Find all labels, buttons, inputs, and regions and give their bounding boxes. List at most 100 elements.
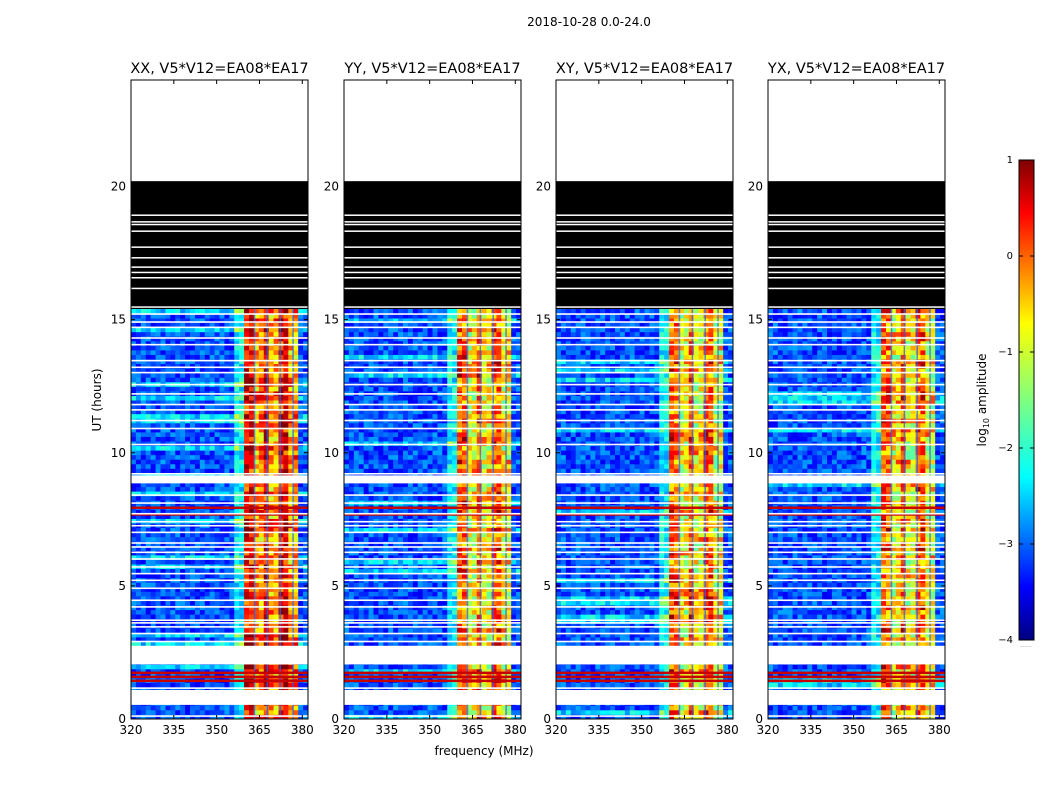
heatmap-cell — [234, 637, 240, 642]
heatmap-cell — [234, 331, 240, 337]
heatmap-cell — [145, 536, 152, 542]
heatmap-cell — [253, 714, 260, 720]
heatmap-cell — [219, 422, 225, 428]
flagged-row — [131, 640, 308, 643]
heatmap-cell — [214, 486, 220, 492]
heatmap-cell — [180, 582, 186, 588]
heatmap-cell — [249, 705, 255, 711]
heatmap-cell — [422, 627, 428, 633]
heatmap-cell — [283, 573, 289, 579]
heatmap-cell — [180, 345, 186, 351]
heatmap-cell — [150, 536, 156, 542]
heatmap-cell — [298, 482, 304, 488]
heatmap-cell — [303, 532, 309, 538]
heatmap-cell — [239, 637, 245, 642]
heatmap-cell — [194, 705, 201, 711]
heatmap-cell — [145, 554, 152, 560]
heatmap-cell — [511, 609, 517, 615]
heatmap-cell — [303, 714, 309, 720]
heatmap-cell — [131, 431, 137, 437]
heatmap-cell — [368, 664, 374, 670]
heatmap-cell — [506, 709, 512, 715]
heatmap-cell — [244, 422, 250, 428]
heatmap-cell — [185, 536, 191, 542]
heatmap-cell — [403, 664, 409, 670]
heatmap-cell — [219, 513, 225, 519]
heatmap-cell — [244, 609, 250, 615]
heatmap-cell — [283, 331, 289, 337]
heatmap-cell — [131, 627, 137, 633]
heatmap-cell — [278, 709, 284, 715]
heatmap-cell — [170, 714, 176, 720]
heatmap-cell — [219, 559, 225, 565]
heatmap-cell — [303, 687, 309, 693]
heatmap-cell — [432, 609, 438, 615]
heatmap-cell — [452, 627, 458, 633]
heatmap-cell — [353, 609, 360, 615]
heatmap-cell — [249, 349, 255, 355]
heatmap-cell — [263, 559, 270, 565]
heatmap-cell — [249, 632, 255, 638]
heatmap-cell — [175, 554, 181, 560]
heatmap-cell — [268, 627, 274, 633]
heatmap-cell — [249, 609, 255, 615]
heatmap-cell — [194, 668, 201, 674]
heatmap-cell — [258, 422, 265, 428]
heatmap-cell — [471, 536, 478, 542]
heatmap-cell — [160, 668, 166, 674]
heatmap-cell — [214, 422, 220, 428]
heatmap-cell — [229, 554, 235, 560]
heatmap-cell — [175, 536, 181, 542]
heatmap-cell — [199, 582, 206, 588]
heatmap-cell — [131, 495, 137, 501]
heatmap-cell — [155, 463, 161, 469]
heatmap-cell — [160, 641, 166, 647]
heatmap-cell — [273, 459, 279, 465]
heatmap-cell — [185, 664, 191, 670]
heatmap-cell — [358, 709, 365, 715]
heatmap-cell — [432, 600, 438, 606]
heatmap-cell — [457, 559, 463, 565]
heatmap-cell — [258, 637, 265, 642]
heatmap-cell — [303, 427, 309, 433]
heatmap-cell — [135, 482, 142, 488]
heatmap-cell — [363, 600, 369, 606]
heatmap-cell — [268, 413, 274, 419]
heatmap-cell — [239, 404, 245, 410]
heatmap-cell — [298, 687, 304, 693]
heatmap-cell — [273, 331, 279, 337]
heatmap-cell — [278, 595, 284, 601]
no-data-block — [131, 181, 308, 309]
heatmap-cell — [175, 618, 181, 624]
heatmap-cell — [486, 682, 492, 688]
heatmap-cell — [199, 308, 206, 314]
heatmap-cell — [131, 400, 137, 406]
heatmap-cell — [496, 582, 502, 588]
heatmap-cell — [298, 463, 304, 469]
heatmap-cell — [253, 495, 260, 501]
heatmap-cell — [185, 386, 191, 392]
heatmap-cell — [175, 586, 181, 592]
heatmap-cell — [190, 404, 196, 410]
heatmap-cell — [427, 591, 433, 597]
heatmap-cell — [150, 623, 156, 629]
heatmap-cell — [383, 582, 389, 588]
heatmap-cell — [145, 637, 152, 642]
heatmap-cell — [427, 582, 433, 588]
heatmap-cell — [214, 586, 220, 592]
heatmap-cell — [253, 409, 260, 415]
heatmap-cell — [407, 664, 414, 670]
heatmap-cell — [229, 545, 235, 551]
y-axis-label: UT (hours) — [90, 368, 104, 431]
heatmap-cell — [214, 632, 220, 638]
heatmap-cell — [278, 354, 284, 360]
heatmap-cell — [298, 436, 304, 442]
heatmap-cell — [417, 709, 424, 715]
heatmap-cell — [180, 409, 186, 415]
heatmap-cell — [273, 595, 279, 601]
heatmap-cell — [150, 491, 156, 497]
heatmap-cell — [131, 482, 137, 488]
heatmap-cell — [263, 623, 270, 629]
heatmap-cell — [239, 422, 245, 428]
heatmap-cell — [204, 459, 211, 465]
